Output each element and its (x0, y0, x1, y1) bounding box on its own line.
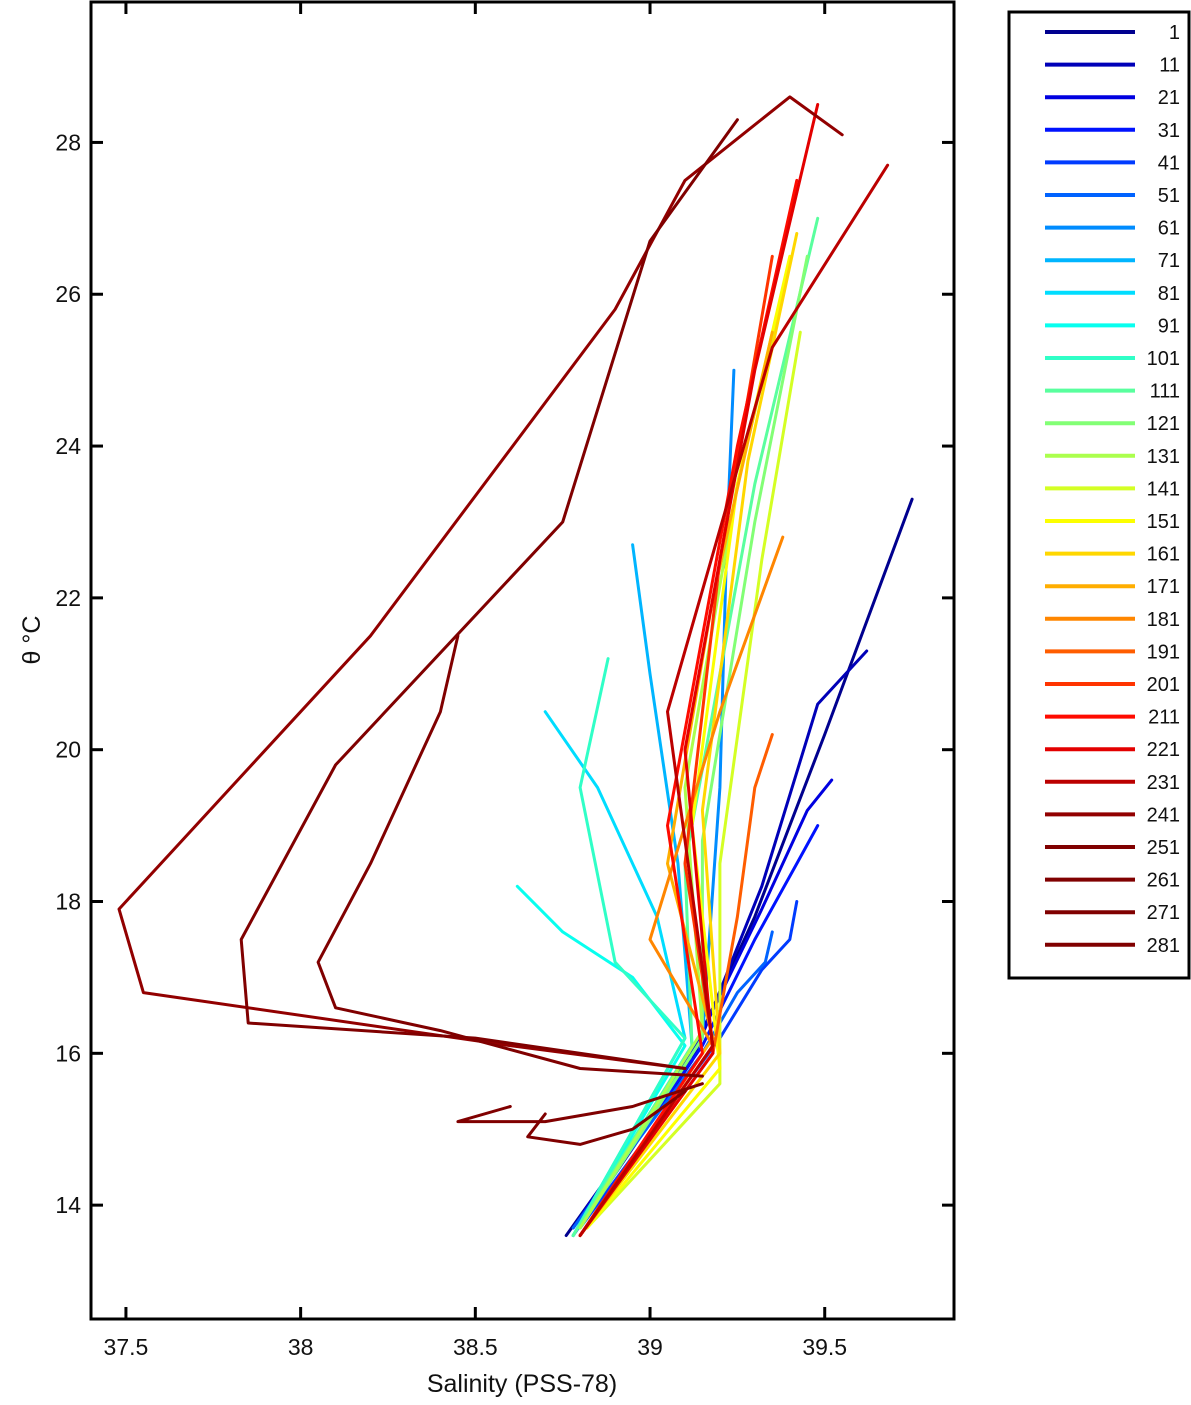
series-line-121 (578, 254, 809, 1230)
series-line-221 (578, 103, 820, 1237)
x-tick-label: 38.5 (453, 1334, 498, 1360)
legend-label: 181 (1147, 609, 1180, 631)
series-line-281 (526, 1089, 687, 1146)
y-tick-label: 24 (55, 433, 81, 459)
legend-label: 281 (1147, 935, 1180, 957)
legend-label: 271 (1147, 902, 1180, 924)
series-layer (117, 95, 914, 1237)
plot-frame (89, 0, 956, 1321)
legend-label: 91 (1158, 315, 1180, 337)
legend-label: 31 (1158, 120, 1180, 142)
legend-label: 261 (1147, 870, 1180, 892)
legend-label: 201 (1147, 674, 1180, 696)
legend-label: 211 (1148, 707, 1180, 729)
x-axis-title: Salinity (PSS-78) (427, 1370, 617, 1398)
y-tick-label: 18 (55, 889, 81, 915)
series-line-161 (578, 232, 799, 1237)
x-tick-label: 39 (637, 1334, 663, 1360)
series-line-91 (515, 884, 687, 1237)
legend-label: 1 (1169, 22, 1180, 44)
y-tick-label: 16 (55, 1040, 81, 1066)
series-line-101 (571, 657, 687, 1237)
legend-label: 61 (1158, 218, 1180, 240)
y-tick-label: 28 (55, 129, 81, 155)
y-tick-label: 26 (55, 281, 81, 307)
legend-box (1007, 10, 1191, 980)
series-line-141 (585, 330, 802, 1230)
legend-label: 131 (1147, 446, 1180, 468)
y-tick-label: 22 (55, 585, 81, 611)
x-tick-label: 38 (288, 1334, 314, 1360)
legend-label: 161 (1147, 544, 1180, 566)
y-axis-title: θ °C (18, 616, 46, 665)
legend: 1112131415161718191101111121131141151161… (1007, 10, 1191, 980)
series-line-251 (239, 118, 739, 1070)
legend-label: 71 (1158, 250, 1180, 272)
legend-label: 231 (1147, 772, 1180, 794)
legend-label: 41 (1158, 152, 1180, 174)
legend-label: 21 (1158, 87, 1180, 109)
legend-label: 191 (1147, 641, 1180, 663)
legend-label: 221 (1147, 739, 1180, 761)
legend-label: 171 (1147, 576, 1180, 598)
x-tick-label: 37.5 (104, 1334, 149, 1360)
legend-label: 51 (1158, 185, 1180, 207)
legend-label: 141 (1147, 478, 1180, 500)
series-line-261 (316, 634, 704, 1078)
legend-label: 241 (1147, 804, 1180, 826)
series-line-241 (117, 95, 844, 1070)
legend-label: 81 (1158, 283, 1180, 305)
series-line-231 (578, 163, 890, 1237)
series-line-271 (456, 1082, 704, 1124)
x-tick-label: 39.5 (802, 1334, 847, 1360)
tick-layer: 37.5 38 38.5 39 39.5 14 16 18 20 22 24 26 28 (55, 2, 954, 1360)
legend-label: 151 (1147, 511, 1180, 533)
legend-label: 121 (1147, 413, 1180, 435)
y-tick-label: 20 (55, 737, 81, 763)
legend-label: 11 (1159, 55, 1180, 77)
legend-label: 111 (1150, 381, 1180, 403)
legend-label: 101 (1147, 348, 1180, 370)
y-tick-label: 14 (55, 1192, 81, 1218)
legend-label: 251 (1147, 837, 1180, 859)
